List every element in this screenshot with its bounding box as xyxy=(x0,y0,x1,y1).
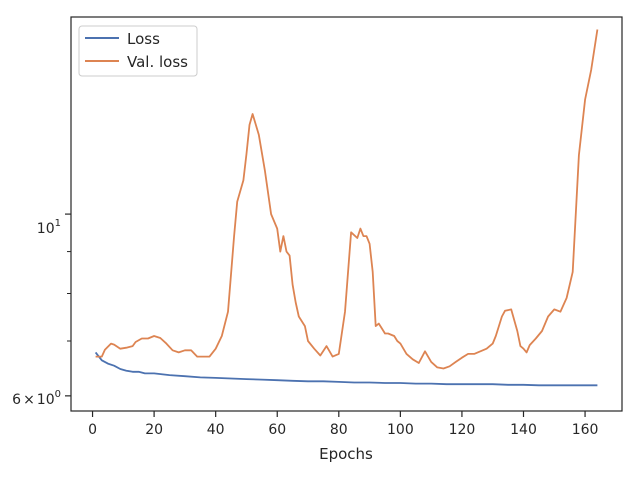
legend-label-loss: Loss xyxy=(127,30,160,48)
x-tick-label: 80 xyxy=(330,422,348,438)
y-tick-label-6: 6 × 100 xyxy=(12,389,61,408)
x-tick-label: 160 xyxy=(572,422,599,438)
x-tick-label: 140 xyxy=(510,422,537,438)
x-tick-label: 120 xyxy=(449,422,476,438)
y-tick-label-10: 101 xyxy=(37,218,61,237)
legend: Loss Val. loss xyxy=(78,25,198,77)
x-axis-ticks: 0 20 40 60 80 100 120 140 160 xyxy=(88,411,598,438)
x-tick-label: 60 xyxy=(268,422,286,438)
x-tick-label: 0 xyxy=(88,422,97,438)
x-axis-label: Epochs xyxy=(319,445,373,463)
x-tick-label: 40 xyxy=(207,422,225,438)
series-line-loss xyxy=(94,351,598,387)
series-line-val-loss xyxy=(95,29,599,370)
legend-label-val-loss: Val. loss xyxy=(127,53,188,71)
x-tick-label: 20 xyxy=(145,422,163,438)
series-layer xyxy=(94,29,599,387)
x-tick-label: 100 xyxy=(387,422,414,438)
y-axis-ticks: 6 × 100 101 xyxy=(12,213,71,408)
